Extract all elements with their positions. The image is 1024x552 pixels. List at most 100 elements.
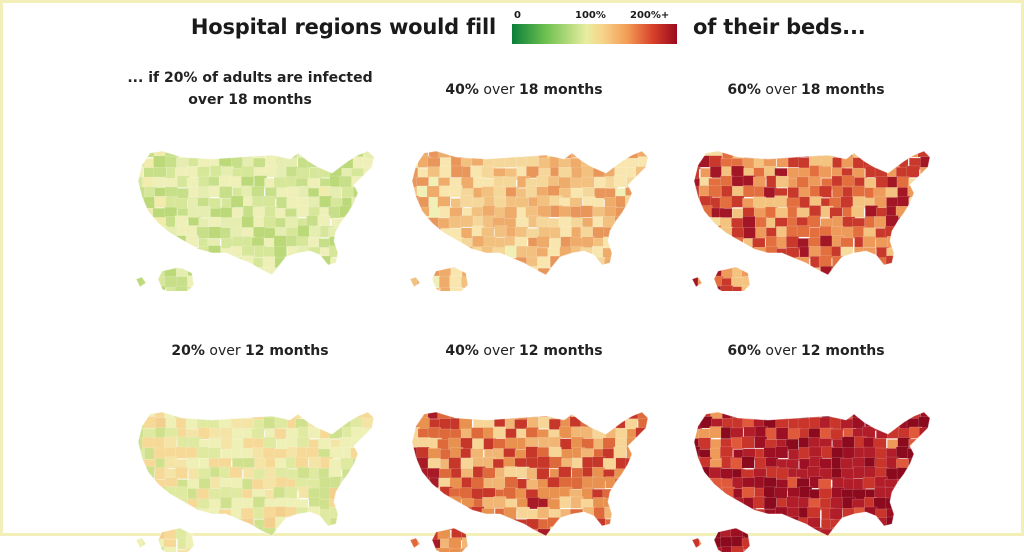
- hospital-region: [208, 151, 222, 158]
- hospital-region: [471, 278, 485, 290]
- hospital-region: [187, 256, 200, 268]
- hospital-region: [774, 267, 788, 280]
- hospital-region: [853, 466, 867, 479]
- hospital-region: [340, 151, 354, 158]
- hospital-region: [626, 236, 640, 249]
- hospital-region: [472, 536, 486, 549]
- hospital-region: [636, 517, 648, 530]
- hospital-region: [919, 478, 930, 491]
- hospital-region: [775, 151, 789, 160]
- hospital-region: [352, 277, 366, 290]
- hospital-region: [537, 256, 551, 269]
- hospital-region: [692, 227, 700, 240]
- hospital-region: [350, 467, 364, 480]
- hospital-region: [198, 528, 212, 541]
- hospital-region: [494, 225, 508, 238]
- hospital-region: [875, 176, 889, 188]
- hospital-region: [763, 497, 777, 510]
- hospital-region: [197, 468, 211, 480]
- hospital-region: [286, 518, 300, 531]
- hospital-region: [210, 165, 223, 178]
- hospital-region: [649, 488, 662, 500]
- hospital-region: [439, 165, 453, 178]
- hospital-region: [743, 517, 757, 530]
- hospital-region: [341, 186, 355, 199]
- hospital-region: [197, 517, 210, 530]
- hospital-region: [896, 526, 910, 539]
- hospital-region: [558, 518, 572, 531]
- hospital-region: [898, 547, 912, 552]
- hospital-region: [242, 275, 256, 288]
- hospital-region: [873, 547, 887, 552]
- hospital-region: [874, 276, 887, 289]
- hospital-region: [624, 255, 638, 268]
- hospital-region: [196, 265, 210, 278]
- hospital-region: [165, 517, 179, 530]
- hospital-region: [582, 517, 596, 530]
- hospital-region: [197, 206, 211, 219]
- hospital-region: [136, 416, 145, 429]
- hospital-region: [647, 277, 648, 290]
- hospital-region: [350, 477, 364, 489]
- hospital-region: [493, 529, 507, 542]
- hospital-region: [649, 437, 662, 449]
- hospital-region: [919, 285, 930, 291]
- hospital-region: [295, 517, 309, 529]
- hospital-region: [275, 277, 289, 290]
- hospital-region: [450, 506, 464, 519]
- hospital-region: [308, 275, 322, 288]
- hospital-region: [329, 416, 343, 429]
- map-panel-40pct-12mo: 40% over 12 months: [384, 322, 664, 552]
- hospital-region: [427, 427, 441, 439]
- hospital-region: [786, 236, 799, 248]
- hospital-region: [708, 286, 722, 291]
- hospital-region: [649, 509, 662, 521]
- hospital-region: [720, 247, 734, 259]
- hospital-region: [152, 285, 166, 291]
- hospital-region: [741, 248, 755, 260]
- hospital-region: [352, 236, 366, 249]
- hospital-region: [558, 275, 572, 288]
- hospital-region: [273, 235, 287, 248]
- hospital-region: [929, 516, 930, 529]
- hospital-region: [440, 287, 453, 291]
- hospital-region: [638, 446, 648, 459]
- hospital-region: [427, 256, 441, 269]
- hospital-region: [136, 499, 146, 511]
- hospital-region: [908, 238, 922, 251]
- hospital-region: [841, 547, 854, 552]
- hospital-region: [241, 497, 255, 510]
- hospital-region: [731, 195, 745, 208]
- hospital-region: [449, 548, 463, 552]
- hospital-region: [931, 527, 944, 539]
- hospital-region: [647, 196, 648, 209]
- hospital-region: [604, 267, 617, 280]
- hospital-region: [429, 237, 442, 250]
- hospital-region: [515, 278, 529, 291]
- hospital-region: [929, 547, 930, 552]
- hospital-region: [165, 236, 179, 249]
- hospital-region: [583, 256, 596, 269]
- hospital-region: [730, 457, 744, 470]
- hospital-region: [505, 265, 519, 278]
- hospital-region: [615, 427, 629, 440]
- hospital-region: [448, 537, 462, 550]
- hospital-region: [362, 277, 374, 290]
- hospital-region: [699, 268, 713, 281]
- hospital-region: [505, 437, 519, 450]
- hospital-region: [525, 546, 539, 552]
- hospital-region: [240, 507, 254, 520]
- hospital-region: [754, 412, 768, 421]
- hospital-region: [410, 206, 420, 219]
- hospital-region: [742, 216, 756, 229]
- hospital-region: [754, 457, 768, 469]
- hospital-region: [537, 205, 551, 218]
- hospital-region: [472, 517, 485, 530]
- panel-title-line: 40% over 12 months: [384, 340, 664, 362]
- hospital-region: [864, 286, 878, 291]
- hospital-region: [841, 287, 855, 291]
- hospital-region: [692, 446, 701, 459]
- hospital-region: [799, 288, 813, 291]
- hospital-region: [428, 448, 442, 461]
- hospital-region: [472, 151, 486, 159]
